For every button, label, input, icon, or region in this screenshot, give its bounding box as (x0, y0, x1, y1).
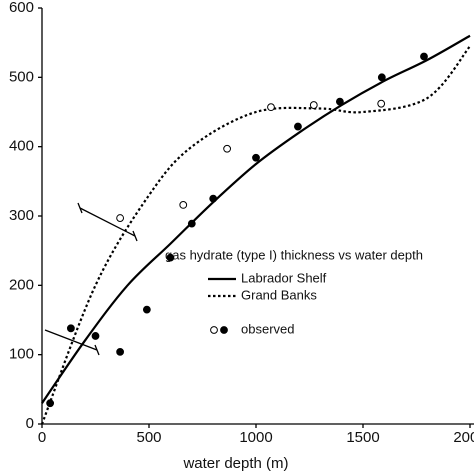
observed-point (209, 194, 218, 203)
x-tick-label: 1000 (239, 429, 272, 446)
legend-label: Grand Banks (241, 287, 317, 302)
error-bracket-end (94, 344, 100, 356)
observed-point (377, 99, 386, 108)
x-tick-label: 2000 (453, 429, 474, 446)
observed-point (420, 52, 428, 61)
observed-point (91, 332, 100, 340)
legend-swatch (220, 326, 228, 334)
x-tick-label: 500 (136, 429, 161, 446)
y-tick-label: 400 (9, 138, 34, 155)
legend-swatch (210, 326, 218, 334)
observed-point (166, 253, 175, 262)
observed-point (142, 305, 151, 314)
y-tick-label: 100 (9, 346, 34, 363)
legend-label: observed (241, 321, 294, 336)
error-bracket (44, 329, 98, 351)
y-tick-label: 500 (9, 68, 34, 85)
observed-point (66, 324, 75, 333)
legend-title: gas hydrate (type I) thickness vs water … (165, 247, 423, 262)
error-bracket (79, 207, 136, 237)
y-tick-label: 300 (9, 207, 34, 224)
observed-point (252, 153, 260, 162)
observed-point (309, 101, 318, 109)
y-tick-label: 200 (9, 276, 34, 293)
x-axis-label: water depth (m) (182, 455, 288, 472)
observed-point (377, 73, 386, 82)
y-tick-label: 0 (26, 415, 34, 432)
y-tick-label: 600 (9, 0, 34, 16)
observed-point (335, 97, 344, 106)
line-dotted (40, 45, 471, 425)
observed-point (179, 201, 188, 209)
x-tick-label: 1500 (346, 429, 379, 446)
line-solid (41, 34, 471, 404)
legend-label: Labrador Shelf (241, 270, 327, 285)
error-bracket-end (77, 202, 83, 214)
error-bracket-end (132, 230, 138, 242)
observed-point (267, 103, 275, 112)
observed-point (294, 122, 302, 131)
x-tick-label: 0 (38, 429, 46, 446)
observed-point (116, 347, 125, 356)
observed-point (116, 214, 125, 222)
observed-point (46, 399, 55, 408)
observed-point (223, 144, 232, 153)
observed-point (187, 219, 196, 228)
